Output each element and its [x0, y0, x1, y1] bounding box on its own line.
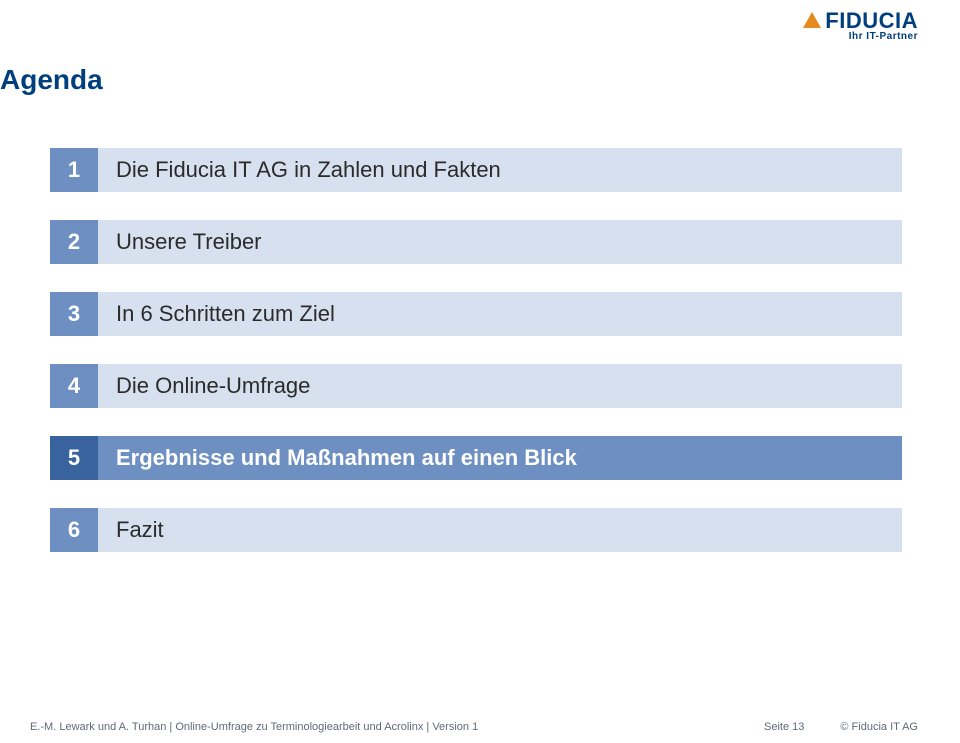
- logo-triangle-icon: [803, 10, 821, 33]
- agenda-item-number: 3: [50, 292, 98, 336]
- logo: FIDUCIA Ihr IT-Partner: [803, 8, 918, 42]
- agenda-item-number: 2: [50, 220, 98, 264]
- agenda-row: 3In 6 Schritten zum Ziel: [50, 292, 902, 336]
- agenda-row: 2Unsere Treiber: [50, 220, 902, 264]
- agenda-item-number: 4: [50, 364, 98, 408]
- agenda-item-label: Die Online-Umfrage: [98, 364, 902, 408]
- agenda-item-label: Ergebnisse und Maßnahmen auf einen Blick: [98, 436, 902, 480]
- agenda-row: 1Die Fiducia IT AG in Zahlen und Fakten: [50, 148, 902, 192]
- footer: E.-M. Lewark und A. Turhan | Online-Umfr…: [30, 721, 918, 733]
- logo-tagline: Ihr IT-Partner: [803, 31, 918, 42]
- agenda-item-number: 6: [50, 508, 98, 552]
- page-title: Agenda: [0, 64, 103, 96]
- agenda-row: 4Die Online-Umfrage: [50, 364, 902, 408]
- agenda-item-label: Die Fiducia IT AG in Zahlen und Fakten: [98, 148, 902, 192]
- footer-left-text: E.-M. Lewark und A. Turhan | Online-Umfr…: [30, 721, 478, 733]
- agenda-item-label: Unsere Treiber: [98, 220, 902, 264]
- slide-page: FIDUCIA Ihr IT-Partner Agenda 1Die Fiduc…: [0, 0, 960, 743]
- agenda-row: 6Fazit: [50, 508, 902, 552]
- agenda-item-label: In 6 Schritten zum Ziel: [98, 292, 902, 336]
- footer-copyright: © Fiducia IT AG: [840, 721, 918, 733]
- agenda-item-number: 5: [50, 436, 98, 480]
- agenda-row: 5Ergebnisse und Maßnahmen auf einen Blic…: [50, 436, 902, 480]
- footer-right: Seite 13 © Fiducia IT AG: [764, 721, 918, 733]
- footer-page-number: Seite 13: [764, 721, 804, 733]
- agenda-list: 1Die Fiducia IT AG in Zahlen und Fakten2…: [50, 148, 902, 580]
- agenda-item-number: 1: [50, 148, 98, 192]
- agenda-item-label: Fazit: [98, 508, 902, 552]
